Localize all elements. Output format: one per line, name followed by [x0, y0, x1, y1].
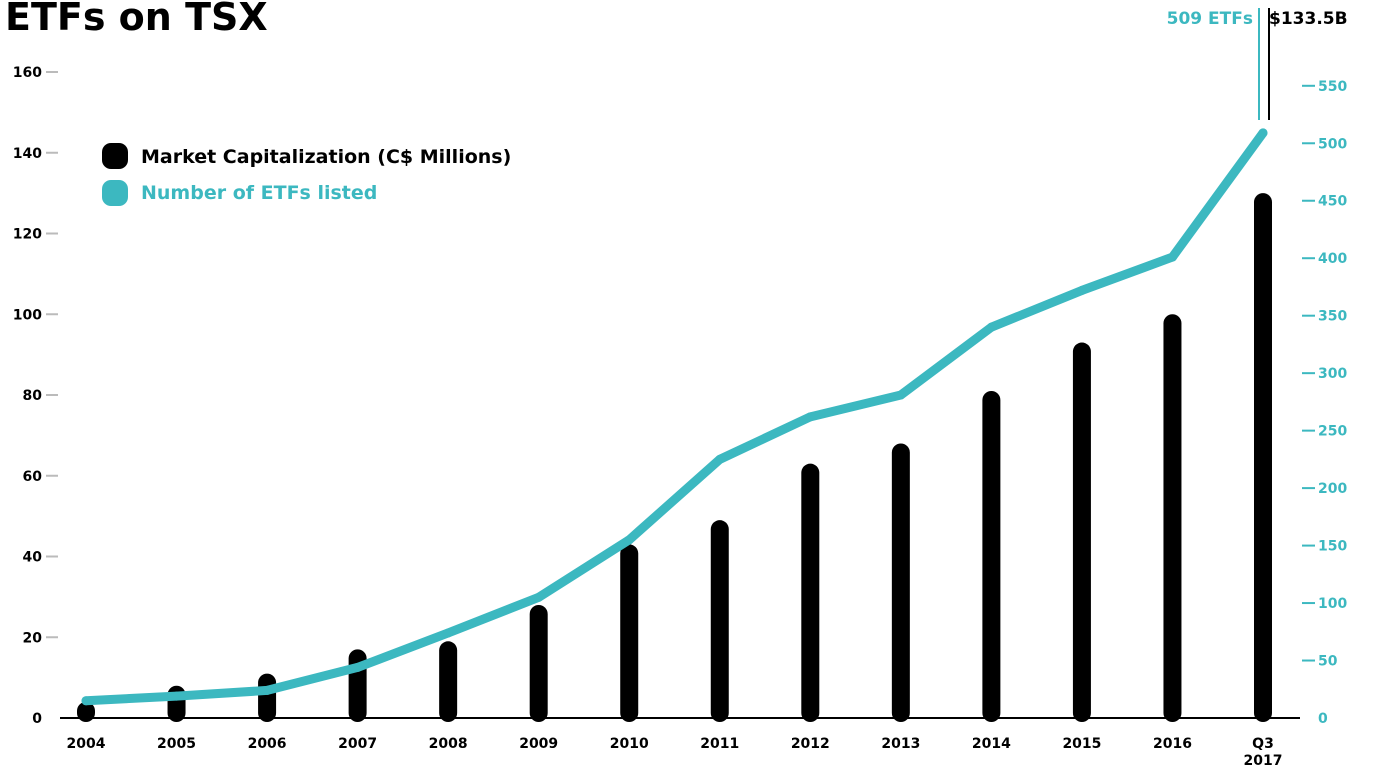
- bar-2006: [258, 673, 277, 722]
- x-tick-label-2012: 2012: [791, 736, 830, 752]
- bar-2005: [167, 685, 186, 722]
- bar-2011: [710, 520, 729, 722]
- market-cap-callout: $133.5B: [1269, 9, 1348, 29]
- y-right-tick-label-6: 300: [1318, 366, 1347, 382]
- line-series: [81, 128, 1268, 706]
- y-right-tick-label-7: 350: [1318, 309, 1347, 325]
- legend: Market Capitalization (C$ Millions) Numb…: [102, 143, 511, 206]
- y-right-tick-label-9: 450: [1318, 194, 1347, 210]
- y-left-tick-label-7: 140: [13, 146, 42, 162]
- legend-label-market-cap: Market Capitalization (C$ Millions): [141, 146, 511, 168]
- etf-count-point-2004: [81, 696, 91, 706]
- y-right-tick-label-11: 550: [1318, 79, 1347, 95]
- x-tick-label-2015: 2015: [1062, 736, 1101, 752]
- x-tick-label-2011: 2011: [700, 736, 739, 752]
- etf-count-point-2011: [715, 454, 725, 464]
- bar-Q3-2017: [1254, 193, 1272, 722]
- y-left-tick-label-1: 20: [23, 630, 43, 646]
- bar-2015: [1072, 342, 1091, 722]
- y-right-tick-label-3: 150: [1318, 539, 1347, 555]
- legend-label-etf-count: Number of ETFs listed: [141, 182, 377, 204]
- y-left-tick-label-2: 40: [23, 550, 43, 566]
- y-right-tick-label-4: 200: [1318, 481, 1347, 497]
- bar-2012: [801, 463, 820, 722]
- etf-count-callout: 509 ETFs: [1167, 9, 1253, 29]
- y-right-tick-label-8: 400: [1318, 251, 1347, 267]
- y-right-tick-label-1: 50: [1318, 654, 1338, 670]
- etf-count-point-2012: [805, 412, 815, 422]
- etf-count-point-Q3-2017: [1258, 128, 1268, 138]
- x-tick-label-2006: 2006: [248, 736, 287, 752]
- x-tick-label-2014: 2014: [972, 736, 1011, 752]
- etf-count-point-2007: [353, 662, 363, 672]
- y-left-tick-label-6: 120: [13, 227, 42, 243]
- etf-count-point-2008: [443, 628, 453, 638]
- chart-title: ETFs on TSX: [5, 0, 268, 39]
- legend-swatch-market-cap: [102, 143, 128, 169]
- bar-2008: [439, 641, 458, 722]
- etf-count-point-2009: [534, 592, 544, 602]
- y-right-tick-label-5: 250: [1318, 424, 1347, 440]
- legend-swatch-etf-count: [102, 180, 128, 206]
- y-left-tick-label-3: 60: [23, 469, 43, 485]
- etf-count-point-2015: [1077, 285, 1087, 295]
- y-right-tick-label-0: 0: [1318, 711, 1328, 727]
- x-tick-label-2016: 2016: [1153, 736, 1192, 752]
- x-tick-label-2009: 2009: [519, 736, 558, 752]
- x-tick-label-2007: 2007: [338, 736, 377, 752]
- etf-count-point-2016: [1167, 252, 1177, 262]
- etf-count-point-2013: [896, 390, 906, 400]
- x-tick-label-Q3-2017: Q3 2017: [1244, 736, 1283, 769]
- etf-count-point-2010: [624, 535, 634, 545]
- bar-series: [77, 193, 1272, 722]
- y-left-tick-label-5: 100: [13, 307, 42, 323]
- x-tick-label-2010: 2010: [610, 736, 649, 752]
- etf-count-point-2005: [172, 691, 182, 701]
- bar-2014: [982, 390, 1001, 722]
- x-tick-label-2004: 2004: [67, 736, 106, 752]
- x-tick-label-2013: 2013: [881, 736, 920, 752]
- y-right-tick-label-2: 100: [1318, 596, 1347, 612]
- etf-count-line: [81, 128, 1268, 706]
- bar-2010: [620, 544, 639, 722]
- etf-count-point-2014: [986, 322, 996, 332]
- y-left-tick-label-8: 160: [13, 65, 42, 81]
- x-tick-label-2005: 2005: [157, 736, 196, 752]
- y-right-tick-label-10: 500: [1318, 136, 1347, 152]
- x-axis-labels: 2004 2005 2006 2007 2008 2009 2010 2011 2012 2013…: [67, 736, 1283, 769]
- etf-count-point-2006: [262, 685, 272, 695]
- right-axis: 0 50 100 150 200 250 300 350 400 450 500 550: [1302, 79, 1347, 727]
- bar-2016: [1163, 314, 1182, 722]
- x-tick-label-2008: 2008: [429, 736, 468, 752]
- left-axis: 0 20 40 60 80 100 120 140 160: [13, 65, 58, 727]
- y-left-tick-label-0: 0: [32, 711, 42, 727]
- bar-2013: [891, 443, 910, 722]
- bar-2009: [529, 604, 548, 722]
- bar-2004: [77, 701, 95, 722]
- y-left-tick-label-4: 80: [23, 388, 43, 404]
